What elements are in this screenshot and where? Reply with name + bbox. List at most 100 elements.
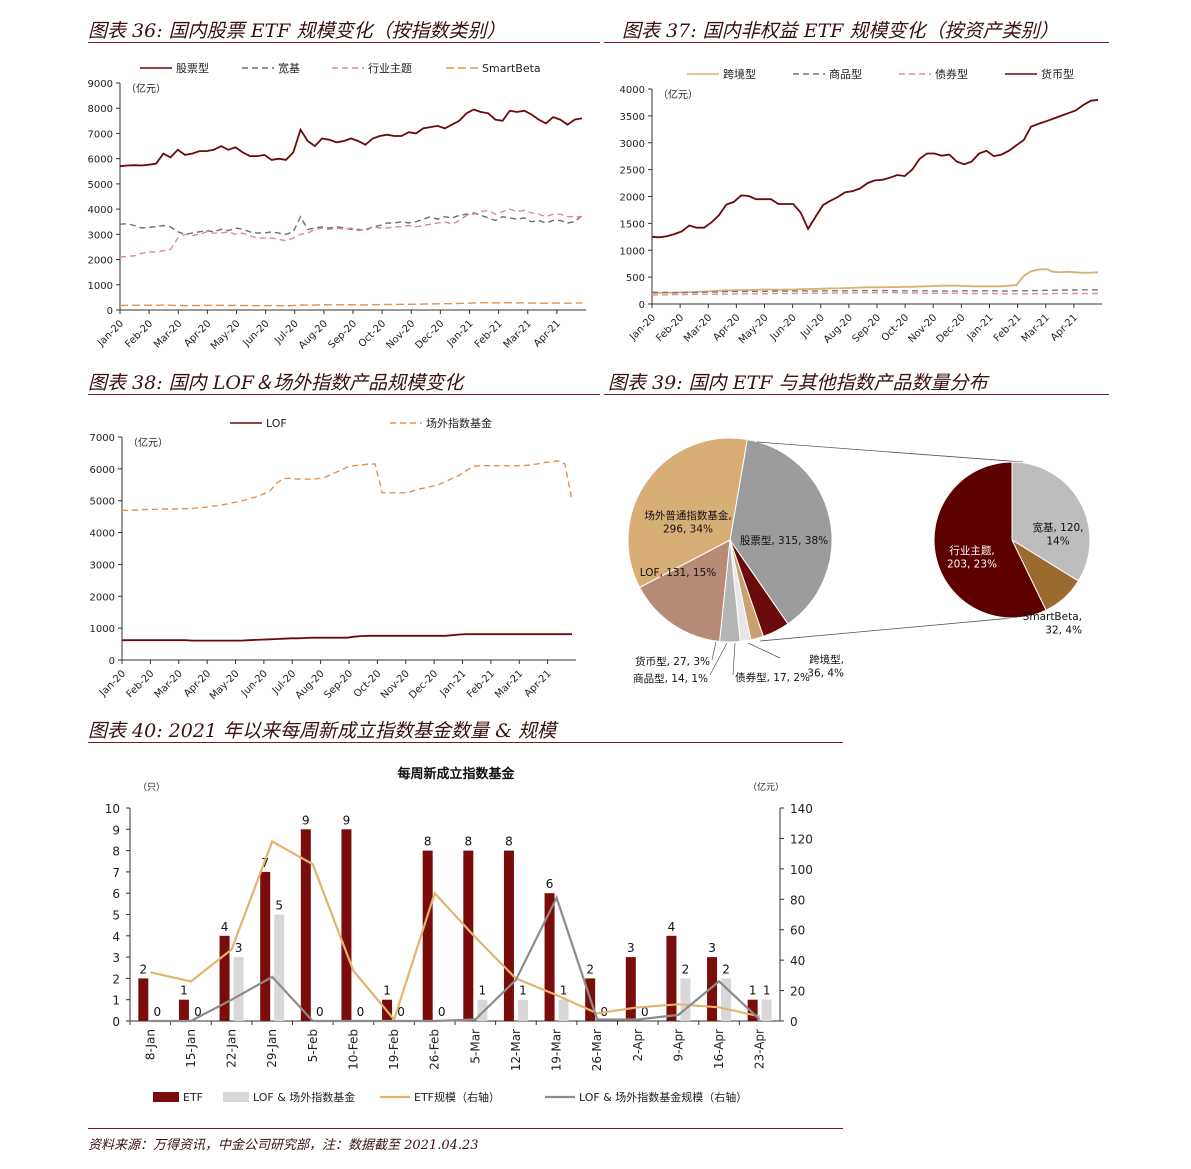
etf-bar-label-15: 1 <box>749 984 757 998</box>
right-axis-unit: （亿元） <box>748 781 784 793</box>
etf-bar-label-11: 2 <box>586 962 594 976</box>
x-tick-label: Feb-20 <box>123 318 155 350</box>
legend-label-0: 股票型 <box>176 61 209 75</box>
y-tick-label: 1000 <box>90 624 115 635</box>
y-tick-label: 8000 <box>88 104 113 115</box>
left-y-tick-label: 3 <box>112 951 120 965</box>
right-y-tick-label: 0 <box>790 1015 798 1029</box>
leader-line-money <box>711 641 717 661</box>
lof-bar-label-15: 1 <box>763 984 771 998</box>
x-tick-label: Nov-20 <box>384 318 417 351</box>
leader-line-bond <box>732 642 736 676</box>
x-tick-label: 12-Mar <box>509 1029 523 1071</box>
x-tick-label: Feb-21 <box>992 312 1024 344</box>
x-tick-label: Nov-20 <box>379 668 412 701</box>
lof-bar-label-2: 3 <box>235 941 243 955</box>
pie-label-commodity: 商品型, 14, 1% <box>633 672 708 685</box>
chart39-title: 图表 39: 国内 ETF 与其他指数产品数量分布 <box>608 372 988 394</box>
y-tick-label: 1000 <box>620 246 645 257</box>
unit-label: （亿元） <box>128 436 168 449</box>
left-y-tick-label: 7 <box>112 866 120 880</box>
sub-pie-slice-2 <box>933 461 1047 619</box>
etf-bar-label-5: 9 <box>343 813 351 827</box>
lof-bar-label-13: 2 <box>682 962 690 976</box>
x-tick-label: Sep-20 <box>850 312 883 345</box>
y-tick-label: 2000 <box>88 256 113 267</box>
lof-bar-9 <box>517 999 528 1021</box>
x-tick-label: 10-Feb <box>346 1029 360 1070</box>
x-tick-label: 26-Mar <box>590 1029 604 1071</box>
x-tick-label: Aug-20 <box>297 318 330 351</box>
left-axis-unit: （只） <box>138 782 165 793</box>
lof-bar-14 <box>721 978 732 1021</box>
x-tick-label: 22-Jan <box>225 1029 239 1068</box>
lof-bar-10 <box>558 999 569 1021</box>
x-tick-label: Nov-20 <box>906 312 939 345</box>
series-line-1 <box>119 212 583 236</box>
source-footnote: 资料来源：万得资讯，中金公司研究部，注：数据截至 2021.04.23 <box>88 1138 479 1153</box>
lof-bar-2 <box>233 957 244 1021</box>
y-tick-label: 5000 <box>88 180 113 191</box>
lof-bar-label-4: 0 <box>316 1005 324 1019</box>
chart40-weekly-new-index-funds: 每周新成立指数基金（只） （亿元）012345678910020406080100… <box>105 766 813 1104</box>
etf-bar-9 <box>503 850 514 1021</box>
etf-bar-1 <box>178 999 189 1021</box>
legend-label-3: 货币型 <box>1041 67 1074 81</box>
etf-bar-label-2: 4 <box>221 920 229 934</box>
x-tick-label: Jun-20 <box>241 318 272 349</box>
lof-bar-label-5: 0 <box>357 1005 365 1019</box>
x-tick-label: Mar-21 <box>493 668 525 700</box>
lof-bar-15 <box>761 999 772 1021</box>
etf-bar-12 <box>625 957 636 1021</box>
y-tick-label: 1000 <box>88 281 113 292</box>
x-tick-label: 5-Mar <box>468 1029 482 1064</box>
left-y-tick-label: 2 <box>112 972 120 986</box>
x-tick-label: Oct-20 <box>880 312 912 344</box>
series-line-2 <box>119 208 582 258</box>
series-line-1 <box>122 460 573 512</box>
etf-bar-label-7: 8 <box>424 835 432 849</box>
pie-slice-5 <box>639 539 731 643</box>
x-tick-label: Dec-20 <box>407 668 440 701</box>
lof-bar-label-6: 0 <box>397 1005 405 1019</box>
x-tick-label: Jun-20 <box>239 668 270 699</box>
chart-title: 每周新成立指数基金 <box>397 766 515 782</box>
x-tick-label: 26-Feb <box>428 1029 442 1070</box>
lof-bar-label-1: 0 <box>194 1005 202 1019</box>
x-tick-label: Jan-21 <box>445 318 476 349</box>
etf-bar-label-13: 4 <box>668 920 676 934</box>
x-tick-label: May-20 <box>208 668 242 702</box>
left-y-tick-label: 10 <box>105 802 120 816</box>
legend-label-2: ETF规模（右轴） <box>414 1090 500 1104</box>
x-tick-label: Feb-21 <box>465 668 497 700</box>
etf-bar-label-4: 9 <box>302 813 310 827</box>
connector-line-bottom <box>759 616 1024 642</box>
chart36-title-rule <box>88 42 600 43</box>
sub-pie-label-broad: 宽基, 120, 14% <box>1032 521 1083 548</box>
legend-label-0: 跨境型 <box>723 67 756 81</box>
chart39-title-rule <box>604 394 1109 395</box>
x-tick-label: Jan-21 <box>438 668 469 699</box>
sub-pie-slice-0 <box>1011 461 1091 582</box>
pie-label-stock: 股票型, 315, 38% <box>740 534 828 547</box>
legend-label-3: SmartBeta <box>482 62 541 75</box>
right-y-tick-label: 140 <box>790 802 813 816</box>
y-tick-label: 4000 <box>90 529 115 540</box>
x-tick-label: Apr-21 <box>523 668 554 699</box>
chart37-title-rule <box>604 42 1109 43</box>
x-tick-label: Apr-21 <box>1049 312 1080 343</box>
y-tick-label: 2000 <box>90 592 115 603</box>
etf-bar-15 <box>747 999 758 1021</box>
y-tick-label: 500 <box>626 273 645 284</box>
x-tick-label: Jan-20 <box>97 668 128 699</box>
left-y-tick-label: 8 <box>112 845 120 859</box>
footer-rule <box>88 1128 843 1129</box>
chart37-title: 图表 37: 国内非权益 ETF 规模变化（按资产类别） <box>622 20 1059 42</box>
legend-label-1: 商品型 <box>829 67 862 81</box>
right-y-tick-label: 20 <box>790 985 805 999</box>
left-y-tick-label: 0 <box>112 1015 120 1029</box>
lof-bar-label-7: 0 <box>438 1005 446 1019</box>
etf-bar-label-8: 8 <box>464 835 472 849</box>
x-tick-label: 19-Feb <box>387 1029 401 1070</box>
